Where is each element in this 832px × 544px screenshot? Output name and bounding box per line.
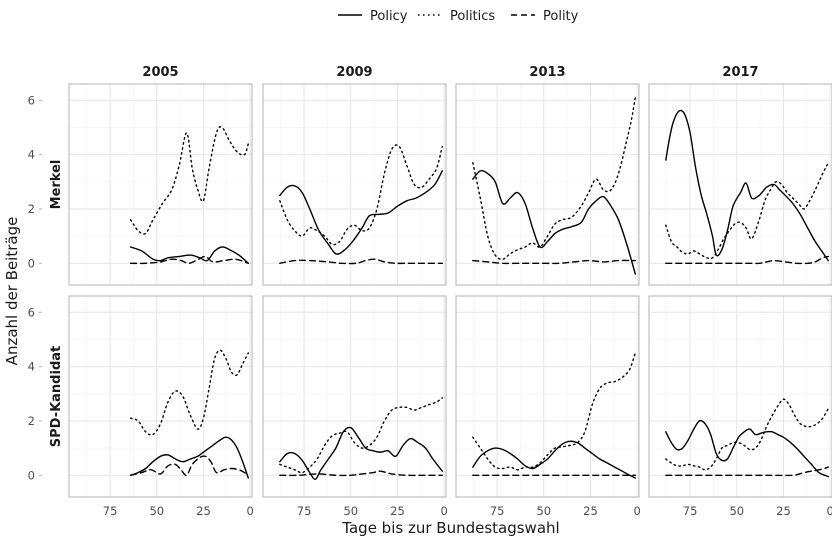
y-tick-label: 6 xyxy=(28,305,35,319)
series-politics-spd-kandidat-2005 xyxy=(129,349,249,436)
series-politics-spd-kandidat-2013 xyxy=(472,352,636,471)
panel-border-merkel-2005 xyxy=(68,83,253,286)
series-politics-merkel-2005 xyxy=(129,126,249,235)
series-politics-merkel-2009 xyxy=(279,144,443,246)
series-policy-merkel-2017 xyxy=(665,109,829,262)
x-tick-label: 0 xyxy=(246,504,253,518)
series-policy-spd-kandidat-2005 xyxy=(129,436,249,479)
x-tick-label: 0 xyxy=(440,504,447,518)
x-tick-label: 25 xyxy=(196,504,211,518)
series-policy-merkel-2005 xyxy=(129,246,249,264)
x-tick-label: 50 xyxy=(729,504,744,518)
x-tick-label: 75 xyxy=(683,504,698,518)
series-policy-merkel-2013 xyxy=(472,169,636,275)
series-politics-spd-kandidat-2017 xyxy=(665,398,829,471)
x-tick-label: 25 xyxy=(776,504,791,518)
y-tick-label: 2 xyxy=(28,202,35,216)
facet-col-label-2005: 2005 xyxy=(142,65,178,80)
series-politics-merkel-2013 xyxy=(472,96,636,260)
x-tick-label: 25 xyxy=(583,504,598,518)
x-tick-label: 0 xyxy=(826,504,832,518)
x-tick-label: 75 xyxy=(297,504,312,518)
x-tick-label: 0 xyxy=(633,504,640,518)
panel-border-merkel-2013 xyxy=(455,83,640,286)
facet-col-label-2017: 2017 xyxy=(722,65,758,80)
series-policy-spd-kandidat-2013 xyxy=(472,440,636,479)
x-tick-label: 50 xyxy=(149,504,164,518)
series-polity-spd-kandidat-2009 xyxy=(279,470,443,477)
panel-border-spd-kandidat-2017 xyxy=(648,295,832,498)
panel-border-spd-kandidat-2005 xyxy=(68,295,253,498)
legend-label-politics: Politics xyxy=(450,9,495,24)
series-policy-spd-kandidat-2017 xyxy=(665,419,829,478)
facet-col-label-2013: 2013 xyxy=(529,65,565,80)
series-policy-merkel-2009 xyxy=(279,170,443,255)
y-tick-label: 6 xyxy=(28,93,35,107)
panel-border-merkel-2009 xyxy=(262,83,447,286)
x-tick-label: 75 xyxy=(103,504,118,518)
facet-row-label-spd-kandidat: SPD-Kandidat xyxy=(49,346,64,447)
facet-col-label-2009: 2009 xyxy=(336,65,372,80)
y-tick-label: 4 xyxy=(28,360,35,374)
x-tick-label: 25 xyxy=(390,504,405,518)
series-polity-spd-kandidat-2005 xyxy=(129,455,249,477)
facet-row-label-merkel: Merkel xyxy=(49,160,64,210)
y-tick-label: 0 xyxy=(28,256,35,270)
y-tick-label: 2 xyxy=(28,414,35,428)
series-polity-spd-kandidat-2017 xyxy=(665,466,829,477)
y-tick-label: 4 xyxy=(28,148,35,162)
series-polity-merkel-2017 xyxy=(665,255,829,265)
y-tick-label: 0 xyxy=(28,468,35,482)
panel-border-spd-kandidat-2013 xyxy=(455,295,640,498)
series-polity-merkel-2013 xyxy=(472,259,636,265)
y-axis-title: Anzahl der Beiträge xyxy=(3,217,21,366)
series-politics-spd-kandidat-2009 xyxy=(279,397,443,474)
series-polity-merkel-2009 xyxy=(279,258,443,265)
series-polity-merkel-2005 xyxy=(129,255,249,265)
x-axis-title: Tage bis zur Bundestagswahl xyxy=(341,519,559,537)
series-politics-merkel-2017 xyxy=(665,162,829,260)
x-tick-label: 50 xyxy=(536,504,551,518)
x-tick-label: 50 xyxy=(343,504,358,518)
legend-label-polity: Polity xyxy=(543,9,579,24)
panel-border-merkel-2017 xyxy=(648,83,832,286)
legend-label-policy: Policy xyxy=(370,9,408,24)
x-tick-label: 75 xyxy=(490,504,505,518)
panel-border-spd-kandidat-2009 xyxy=(262,295,447,498)
